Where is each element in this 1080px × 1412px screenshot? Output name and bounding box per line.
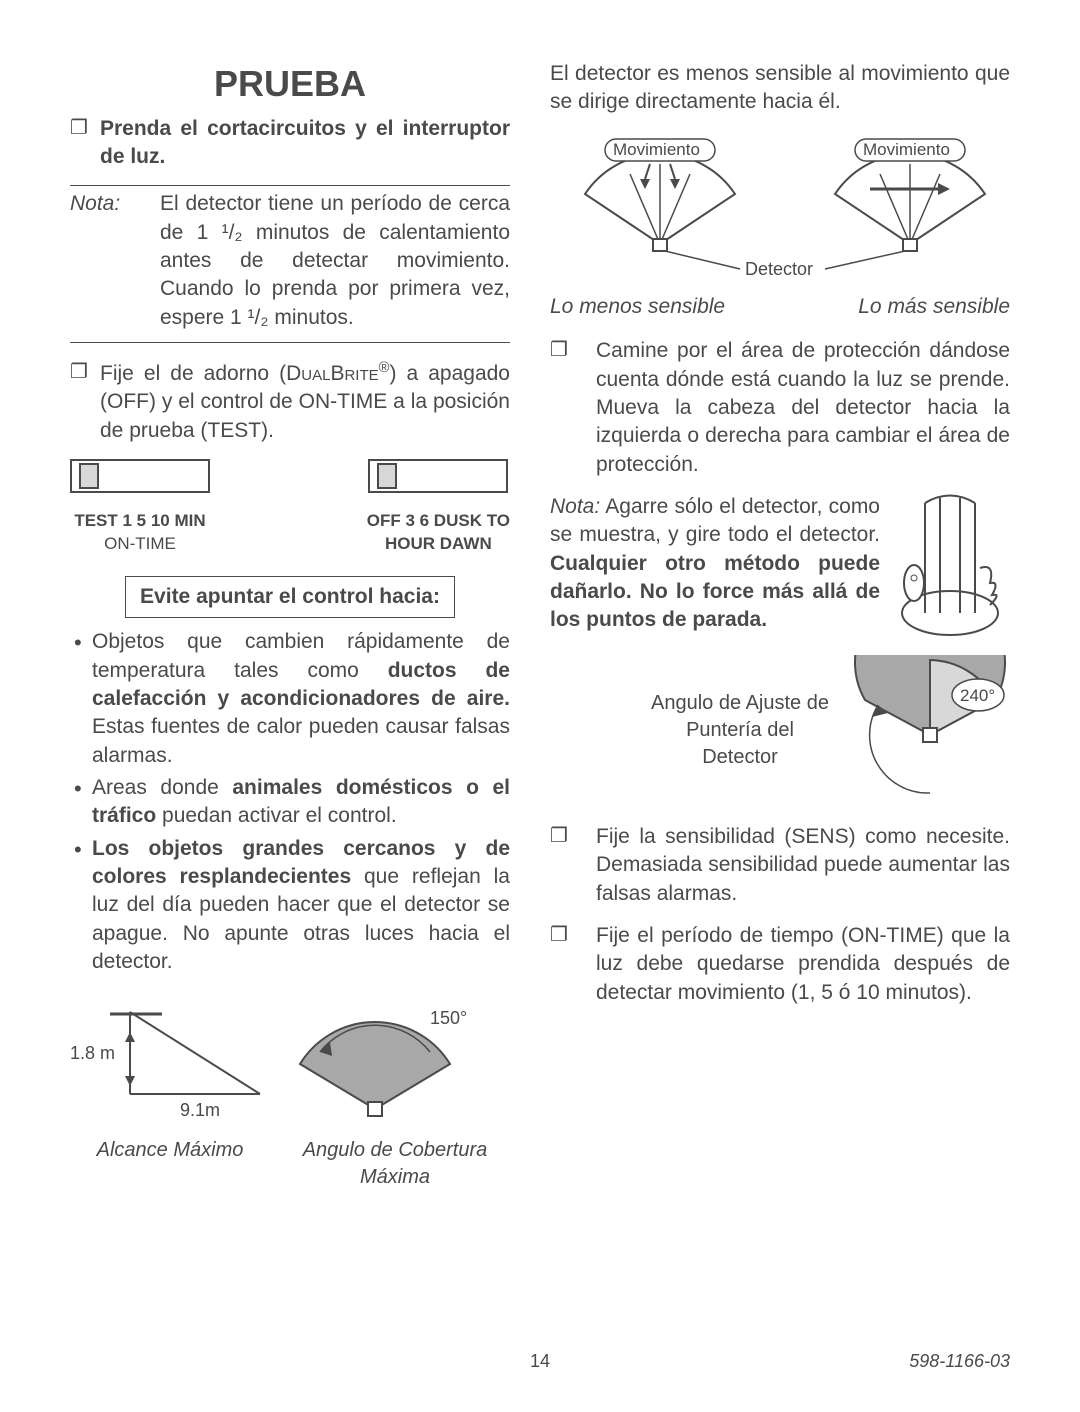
list-item: Areas donde animales domésticos o el trá… — [70, 774, 510, 831]
slider-label: HOUR DAWN — [367, 533, 510, 556]
text: Areas donde — [92, 776, 232, 799]
checkbox-icon: ❐ — [550, 922, 596, 1007]
check-item: ❐ Fije el de adorno (DualBrite®) a apaga… — [70, 359, 510, 445]
slider-diagrams: TEST 1 5 10 MIN ON-TIME OFF 3 6 DUSK TO … — [70, 459, 510, 556]
check-text: Fije el período de tiempo (ON-TIME) que … — [596, 922, 1010, 1007]
svg-text:240°: 240° — [960, 686, 995, 705]
slider-label: TEST 1 5 10 MIN — [70, 510, 210, 533]
left-column: PRUEBA ❐ Prenda el cortacircuitos y el i… — [70, 60, 510, 1191]
check-item: ❐ Fije el período de tiempo (ON-TIME) qu… — [550, 922, 1010, 1007]
text: Agarre sólo el detector, como se muestra… — [550, 495, 880, 546]
range-diagram: 1.8 m 9.1m — [70, 994, 270, 1124]
detector-grip-icon — [890, 493, 1010, 643]
check-text: Fije la sensibilidad (SENS) como necesit… — [596, 823, 1010, 908]
sensitivity-diagram: Movimiento Movimiento Detector — [550, 129, 1010, 279]
slider-icon — [368, 459, 508, 499]
note-row: Nota: El detector tiene un período de ce… — [70, 190, 510, 332]
note-label: Nota: — [550, 495, 600, 518]
page-footer: 14 598-1166-03 — [70, 1351, 1010, 1372]
range-figure: 1.8 m 9.1m Alcance Máximo — [70, 994, 270, 1190]
checkbox-icon: ❐ — [70, 115, 100, 172]
figure-row: 1.8 m 9.1m Alcance Máximo 150° Angulo de… — [70, 994, 510, 1190]
slider-on-time: TEST 1 5 10 MIN ON-TIME — [70, 459, 210, 556]
list-item: Los objetos grandes cercanos y de colore… — [70, 835, 510, 977]
page-title: PRUEBA — [70, 60, 510, 109]
text: Fije el de adorno ( — [100, 362, 286, 385]
slider-label: OFF 3 6 DUSK TO — [367, 510, 510, 533]
note-block: Nota: Agarre sólo el detector, como se m… — [550, 493, 1010, 635]
check-item: ❐ Prenda el cortacircuitos y el interrup… — [70, 115, 510, 172]
height-label: 1.8 m — [70, 1043, 115, 1063]
checkbox-icon: ❐ — [70, 359, 100, 445]
list-item: Objetos que cambien rápidamente de tempe… — [70, 628, 510, 770]
adjustment-figure: Angulo de Ajuste de Puntería del Detecto… — [550, 655, 1010, 805]
text: Estas fuentes de calor pueden causar fal… — [92, 715, 510, 766]
figure-caption: Alcance Máximo — [70, 1137, 270, 1164]
svg-text:Detector: Detector — [745, 259, 813, 279]
divider — [70, 185, 510, 186]
angle-label: 150° — [430, 1008, 467, 1028]
slider-hour: OFF 3 6 DUSK TO HOUR DAWN — [367, 459, 510, 556]
check-text: Prenda el cortacircuitos y el interrupto… — [100, 115, 510, 172]
note-label: Nota: — [70, 190, 140, 332]
note-text: El detector tiene un período de cerca de… — [160, 190, 510, 332]
reg-mark: ® — [379, 360, 390, 376]
boxed-heading: Evite apuntar el control hacia: — [125, 576, 455, 618]
intro-text: El detector es menos sensible al movimie… — [550, 60, 1010, 117]
brand: DualBrite — [286, 362, 379, 385]
dist-label: 9.1m — [180, 1100, 220, 1120]
slider-icon — [70, 459, 210, 499]
svg-text:Movimiento: Movimiento — [863, 140, 950, 159]
caption: Lo menos sensible — [550, 293, 725, 321]
check-item: ❐ Fije la sensibilidad (SENS) como neces… — [550, 823, 1010, 908]
checkbox-icon: ❐ — [550, 823, 596, 908]
svg-text:Movimiento: Movimiento — [613, 140, 700, 159]
sensitivity-captions: Lo menos sensible Lo más sensible — [550, 293, 1010, 321]
caption: Lo más sensible — [858, 293, 1010, 321]
angle-figure: 150° Angulo de Cobertura Máxima — [280, 994, 510, 1190]
document-number: 598-1166-03 — [909, 1351, 1010, 1372]
divider — [70, 342, 510, 343]
adjustment-angle-diagram: 240° — [850, 655, 1010, 805]
angle-diagram: 150° — [280, 994, 470, 1124]
check-text: Fije el de adorno (DualBrite®) a apagado… — [100, 359, 510, 445]
checkbox-icon: ❐ — [550, 337, 596, 479]
check-item: ❐ Camine por el área de protección dándo… — [550, 337, 1010, 479]
check-text: Camine por el área de protección dándose… — [596, 337, 1010, 479]
figure-caption: Angulo de Ajuste de Puntería del Detecto… — [650, 690, 830, 771]
bullet-list: Objetos que cambien rápidamente de tempe… — [70, 628, 510, 976]
text: puedan activar el control. — [156, 804, 396, 827]
text: Cualquier otro método puede dañarlo. No … — [550, 552, 880, 632]
figure-caption: Angulo de Cobertura Máxima — [280, 1137, 510, 1191]
right-column: El detector es menos sensible al movimie… — [550, 60, 1010, 1191]
slider-label: ON-TIME — [70, 533, 210, 556]
page-number: 14 — [530, 1351, 550, 1372]
